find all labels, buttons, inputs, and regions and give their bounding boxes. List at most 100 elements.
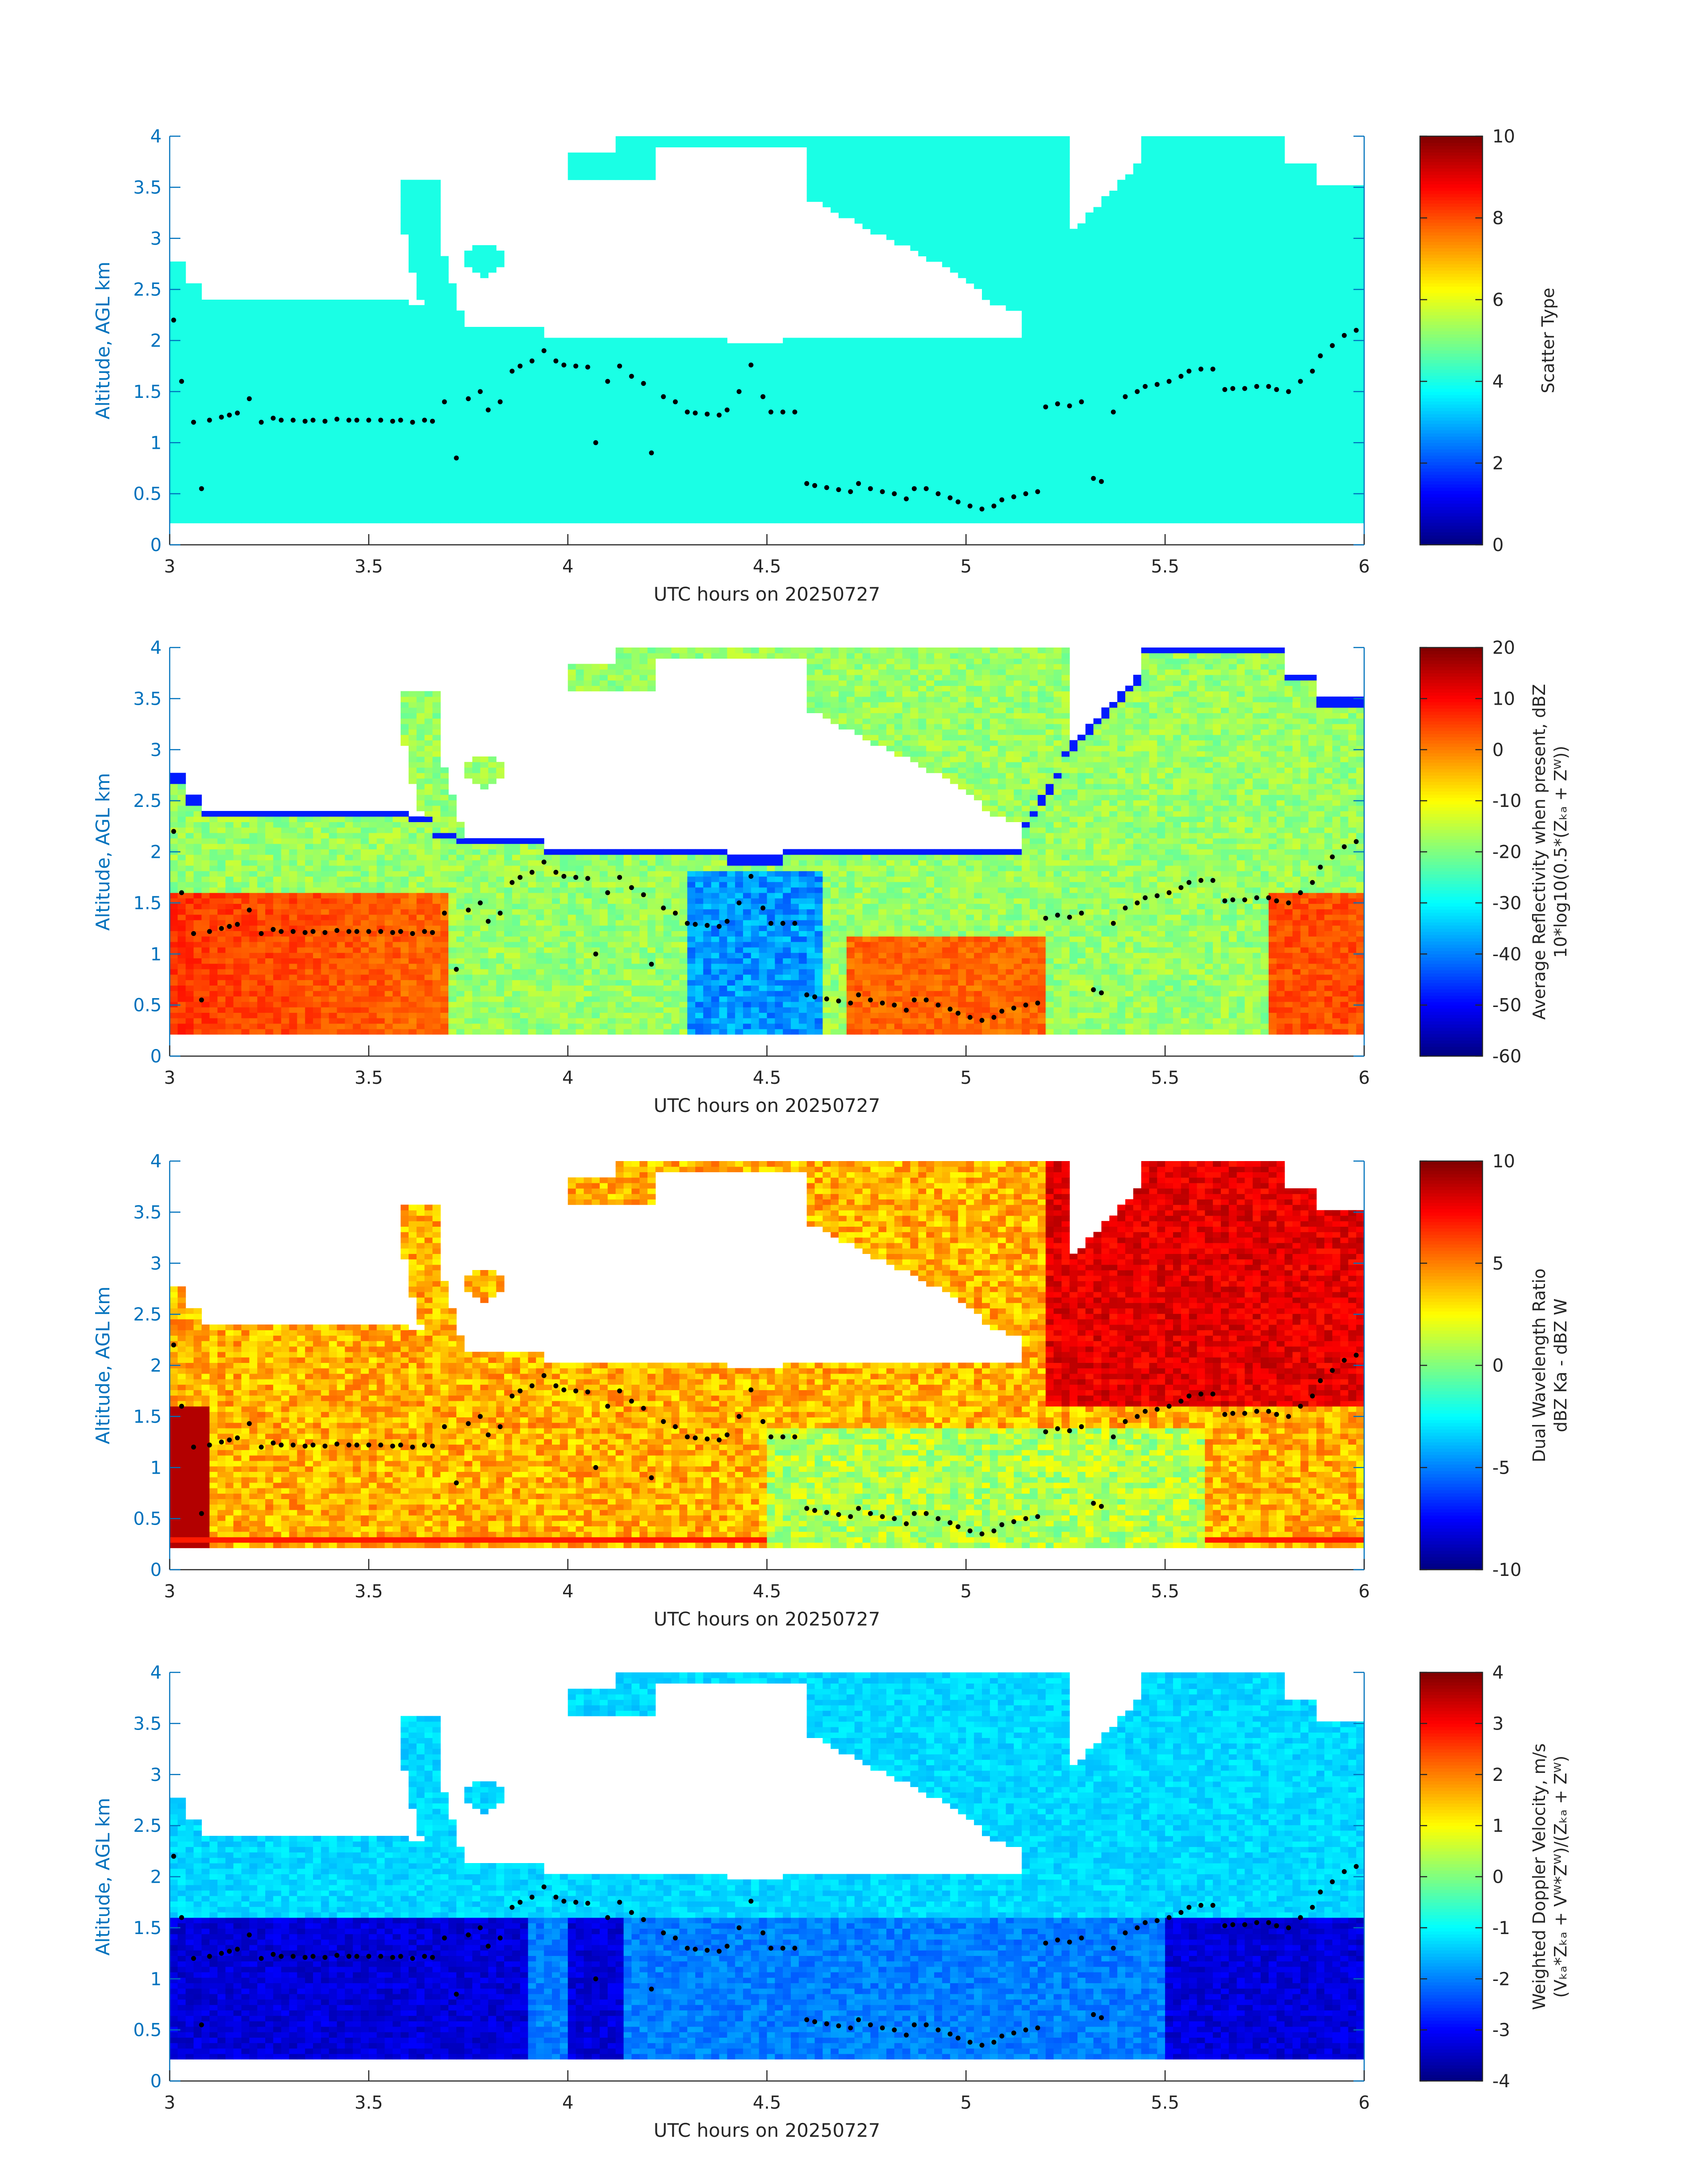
heatmap-cell [918, 359, 926, 365]
heatmap-cell [345, 392, 353, 398]
heatmap-cell [401, 316, 409, 322]
heatmap-cell [576, 441, 584, 447]
heatmap-cell [719, 447, 727, 452]
heatmap-cell [576, 349, 584, 355]
heatmap-cell [194, 332, 202, 338]
heatmap-cell [608, 430, 616, 436]
heatmap-cell [870, 387, 878, 393]
heatmap-cell [719, 359, 727, 365]
heatmap-cell [321, 332, 329, 338]
heatmap-cell [353, 322, 361, 327]
heatmap-cell [512, 480, 520, 485]
heatmap-cell [353, 392, 361, 398]
heatmap-cell [385, 468, 393, 474]
heatmap-cell [878, 409, 886, 414]
heatmap-cell [719, 376, 727, 382]
heatmap-cell [679, 349, 687, 355]
heatmap-cell [329, 409, 337, 414]
heatmap-cell [823, 419, 831, 425]
heatmap-cell [472, 419, 480, 425]
heatmap-cell [217, 359, 226, 365]
heatmap-cell [1046, 447, 1054, 452]
heatmap-cell [672, 359, 680, 365]
heatmap-cell [512, 409, 520, 414]
heatmap-cell [186, 518, 194, 523]
heatmap-cell [807, 147, 815, 153]
heatmap-cell [568, 441, 576, 447]
heatmap-cell [234, 452, 242, 458]
heatmap-cell [656, 485, 664, 491]
heatmap-cell [616, 403, 624, 409]
heatmap-cell [584, 419, 592, 425]
heatmap-cell [1030, 392, 1038, 398]
heatmap-cell [440, 354, 448, 360]
heatmap-cell [242, 349, 250, 355]
heatmap-cell [624, 365, 632, 371]
heatmap-cell [791, 430, 799, 436]
heatmap-cell [631, 430, 639, 436]
heatmap-cell [464, 447, 472, 452]
heatmap-cell [1046, 305, 1054, 311]
heatmap-cell [321, 349, 329, 355]
heatmap-cell [440, 452, 448, 458]
heatmap-cell [385, 376, 393, 382]
heatmap-cell [568, 512, 576, 518]
heatmap-cell [958, 207, 966, 213]
heatmap-cell [608, 403, 616, 409]
heatmap-cell [855, 381, 863, 387]
heatmap-cell [966, 349, 974, 355]
heatmap-cell [958, 403, 966, 409]
heatmap-cell [687, 447, 695, 452]
heatmap-cell [409, 480, 417, 485]
heatmap-cell [990, 403, 998, 409]
heatmap-cell [488, 349, 496, 355]
heatmap-cell [536, 371, 544, 376]
heatmap-cell [902, 158, 910, 164]
heatmap-cell [982, 142, 990, 147]
heatmap-cell [727, 496, 735, 501]
heatmap-cell [1014, 278, 1022, 284]
heatmap-cell [910, 392, 919, 398]
heatmap-cell [576, 403, 584, 409]
heatmap-cell [536, 430, 544, 436]
heatmap-cell [409, 468, 417, 474]
heatmap-cell [878, 414, 886, 420]
heatmap-cell [385, 349, 393, 355]
heatmap-cell [329, 507, 337, 513]
heatmap-cell [409, 403, 417, 409]
heatmap-cell [966, 180, 974, 186]
heatmap-cell [863, 343, 871, 349]
heatmap-cell [672, 419, 680, 425]
heatmap-cell [815, 425, 823, 431]
heatmap-cell [918, 229, 926, 234]
heatmap-cell [448, 294, 456, 300]
heatmap-cell [496, 441, 504, 447]
heatmap-cell [576, 371, 584, 376]
heatmap-cell [886, 158, 894, 164]
heatmap-cell [743, 496, 751, 501]
heatmap-cell [990, 485, 998, 491]
heatmap-cell [672, 338, 680, 343]
heatmap-cell [178, 458, 186, 464]
heatmap-cell [528, 403, 536, 409]
heatmap-cell [886, 365, 894, 371]
heatmap-cell [1006, 409, 1014, 414]
heatmap-cell [488, 376, 496, 382]
heatmap-cell [385, 316, 393, 322]
heatmap-cell [831, 365, 839, 371]
heatmap-cell [855, 343, 863, 349]
heatmap-cell [942, 458, 950, 464]
heatmap-cell [639, 387, 647, 393]
heatmap-cell [823, 343, 831, 349]
heatmap-cell [807, 371, 815, 376]
heatmap-cell [631, 507, 639, 513]
heatmap-cell [886, 229, 894, 234]
heatmap-cell [496, 485, 504, 491]
heatmap-cell [656, 501, 664, 507]
heatmap-cell [456, 436, 464, 442]
heatmap-cell [178, 419, 186, 425]
heatmap-cell [488, 507, 496, 513]
heatmap-cell [727, 501, 735, 507]
heatmap-cell [1006, 142, 1014, 147]
heatmap-cell [631, 174, 639, 180]
